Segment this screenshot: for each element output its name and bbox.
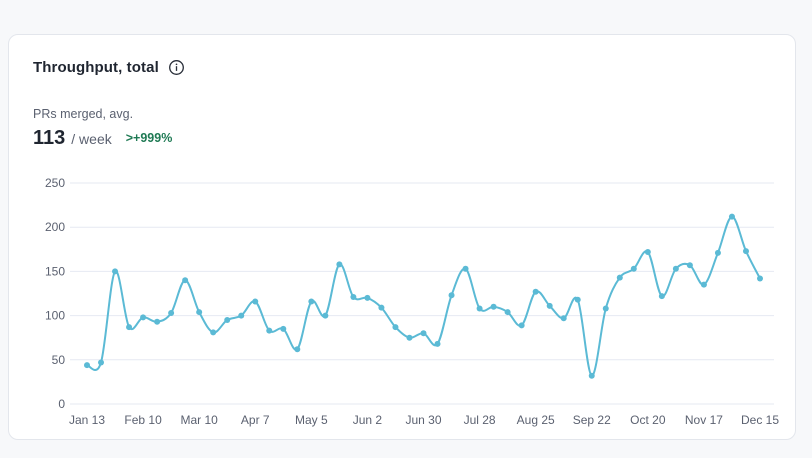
metric-change-badge: >+999%: [125, 131, 173, 145]
metric-value: 113: [33, 127, 66, 149]
data-point[interactable]: [336, 261, 343, 268]
x-tick-label: Apr 7: [241, 413, 270, 427]
x-tick-label: Jul 28: [464, 413, 496, 427]
y-tick-label: 50: [52, 353, 66, 367]
data-point[interactable]: [140, 314, 147, 321]
data-point[interactable]: [350, 294, 357, 301]
x-tick-label: Nov 17: [685, 413, 723, 427]
data-point[interactable]: [448, 292, 455, 299]
data-point[interactable]: [182, 277, 189, 284]
x-axis-ticks: Jan 13 Feb 10 Mar 10 Apr 7 May 5 Jun 2 Jun 30 J…: [69, 413, 779, 427]
data-point[interactable]: [84, 362, 90, 369]
data-point[interactable]: [757, 275, 763, 282]
data-point[interactable]: [644, 248, 651, 255]
x-tick-label: Oct 20: [630, 413, 666, 427]
data-point[interactable]: [560, 315, 567, 322]
data-point[interactable]: [602, 305, 609, 312]
y-tick-label: 100: [45, 309, 65, 323]
data-point[interactable]: [490, 303, 497, 310]
x-tick-label: Sep 22: [573, 413, 611, 427]
data-point[interactable]: [616, 274, 623, 281]
data-point[interactable]: [98, 359, 105, 366]
data-point[interactable]: [420, 330, 427, 337]
data-point[interactable]: [700, 281, 707, 288]
data-point[interactable]: [280, 325, 287, 332]
data-point[interactable]: [546, 302, 553, 309]
x-tick-label: Dec 15: [741, 413, 779, 427]
data-point[interactable]: [378, 304, 385, 311]
x-tick-label: May 5: [295, 413, 328, 427]
x-tick-label: Feb 10: [124, 413, 162, 427]
data-point[interactable]: [518, 322, 525, 329]
data-point[interactable]: [392, 324, 399, 331]
data-point[interactable]: [714, 249, 721, 256]
data-point[interactable]: [224, 317, 231, 324]
data-point[interactable]: [252, 298, 259, 305]
data-point[interactable]: [434, 340, 441, 347]
grid-lines: [70, 182, 774, 405]
data-point[interactable]: [322, 312, 329, 319]
x-tick-label: Jan 13: [69, 413, 105, 427]
data-point[interactable]: [126, 324, 133, 331]
y-tick-label: 250: [45, 176, 65, 190]
data-point[interactable]: [294, 346, 301, 353]
metric-unit: / week: [71, 131, 112, 147]
metric-row: 113 / week >+999%: [33, 127, 172, 150]
data-point[interactable]: [154, 318, 161, 325]
y-tick-label: 200: [45, 220, 65, 234]
data-point[interactable]: [588, 372, 595, 379]
data-point[interactable]: [308, 298, 315, 305]
x-tick-label: Jun 30: [405, 413, 441, 427]
card-title: Throughput, total: [33, 59, 159, 76]
data-point[interactable]: [686, 262, 693, 269]
series-points: [84, 213, 763, 379]
y-tick-label: 0: [58, 397, 65, 411]
data-point[interactable]: [742, 248, 749, 255]
data-point[interactable]: [462, 265, 469, 272]
data-point[interactable]: [168, 309, 175, 316]
x-tick-label: Jun 2: [353, 413, 383, 427]
data-point[interactable]: [672, 265, 679, 272]
x-tick-label: Aug 25: [517, 413, 555, 427]
data-point[interactable]: [266, 327, 273, 334]
data-point[interactable]: [112, 268, 119, 275]
x-tick-label: Mar 10: [180, 413, 218, 427]
data-point[interactable]: [210, 329, 217, 336]
data-point[interactable]: [504, 309, 511, 316]
data-point[interactable]: [476, 305, 483, 312]
data-point[interactable]: [406, 334, 413, 341]
card-header: Throughput, total: [33, 59, 185, 76]
metric-label: PRs merged, avg.: [33, 107, 134, 121]
y-tick-label: 150: [45, 264, 65, 278]
data-point[interactable]: [364, 294, 371, 301]
data-point[interactable]: [196, 309, 203, 316]
info-icon[interactable]: [168, 59, 185, 76]
data-point[interactable]: [630, 265, 637, 272]
data-point[interactable]: [238, 312, 245, 319]
y-axis-ticks: 0 50 100 150 200 250: [45, 176, 65, 411]
data-point[interactable]: [658, 293, 665, 300]
throughput-card: Throughput, total PRs merged, avg. 113 /…: [8, 34, 796, 440]
data-point[interactable]: [574, 296, 581, 303]
data-point[interactable]: [728, 213, 735, 220]
data-point[interactable]: [532, 288, 539, 295]
